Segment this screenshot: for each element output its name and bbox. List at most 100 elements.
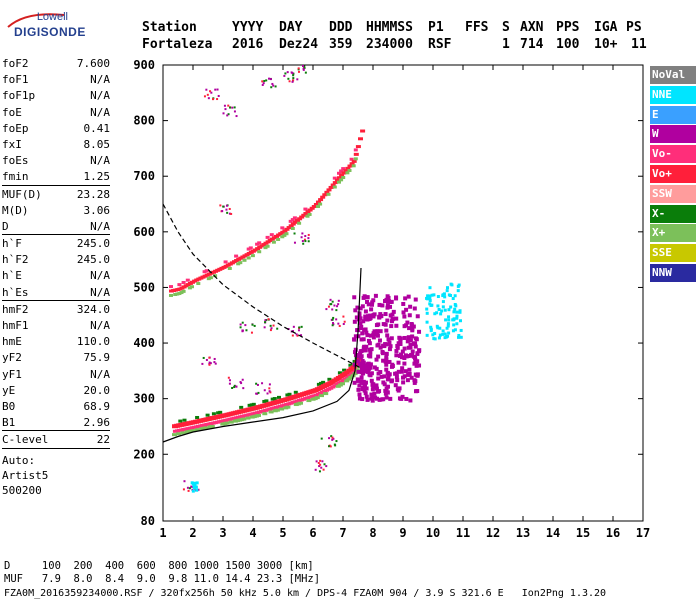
- second-hop-point: [326, 188, 332, 192]
- w-cluster-point: [358, 306, 363, 311]
- w-cluster-point: [363, 391, 368, 396]
- sporadic-point: [334, 444, 337, 447]
- second-hop-point: [169, 285, 173, 289]
- second-hop-point: [280, 226, 285, 230]
- w-cluster-point: [410, 349, 415, 354]
- second-hop-point: [263, 246, 268, 250]
- nne-cluster-point: [457, 333, 461, 337]
- sporadic-point: [223, 104, 226, 107]
- sporadic-point: [291, 72, 294, 75]
- sporadic-point: [274, 85, 277, 88]
- second-hop-point: [246, 247, 251, 251]
- w-cluster-point: [388, 304, 393, 309]
- w-cluster-point: [415, 314, 420, 319]
- second-hop-point: [337, 176, 342, 180]
- w-cluster-point: [409, 352, 414, 357]
- w-cluster-point: [370, 382, 375, 387]
- w-cluster-point: [353, 347, 358, 352]
- w-cluster-point: [401, 375, 406, 380]
- w-cluster-point: [363, 380, 368, 385]
- w-cluster-point: [361, 367, 366, 372]
- param-row: foF1p N/A: [2, 87, 110, 103]
- sporadic-point: [268, 383, 271, 386]
- param-label: foF1: [2, 73, 29, 87]
- sporadic-point: [286, 71, 289, 74]
- second-hop-point: [288, 224, 294, 228]
- x-tick-label: 2: [189, 526, 196, 540]
- trace-point-x: [176, 432, 182, 436]
- trace-point-x: [348, 363, 353, 367]
- sporadic-point: [233, 106, 236, 109]
- w-cluster-point: [378, 312, 383, 317]
- param-value: N/A: [90, 269, 110, 283]
- sporadic-point: [213, 361, 216, 364]
- sporadic-point: [245, 329, 248, 332]
- auto-artist: Artist5: [2, 468, 49, 482]
- second-hop-point: [349, 162, 355, 166]
- param-label: foF1p: [2, 89, 36, 103]
- sporadic-point: [269, 324, 272, 327]
- x-tick-label: 15: [576, 526, 590, 540]
- sporadic-point: [296, 334, 299, 337]
- param-label: fxI: [2, 137, 22, 151]
- second-hop-point: [353, 157, 358, 161]
- w-cluster-point: [394, 323, 399, 328]
- second-hop-point: [190, 285, 194, 289]
- w-cluster-point: [385, 333, 390, 338]
- sporadic-point: [187, 489, 190, 492]
- w-cluster-point: [380, 351, 385, 356]
- second-hop-point: [351, 159, 357, 163]
- nne-cluster-point: [433, 331, 437, 335]
- nne-cluster-point: [428, 286, 432, 290]
- second-hop-point: [286, 226, 292, 230]
- second-hop-point: [290, 226, 295, 230]
- trace-point-x: [178, 419, 183, 423]
- second-hop-point: [351, 164, 356, 168]
- legend-item-ssw: SSW: [650, 184, 696, 203]
- second-hop-point: [213, 274, 218, 278]
- w-cluster-point: [413, 372, 418, 377]
- divider: [2, 184, 110, 186]
- header-ddd-value: 359: [329, 37, 353, 52]
- w-cluster-point: [401, 301, 406, 306]
- w-cluster-point: [400, 366, 405, 371]
- nne-cluster-point: [456, 289, 460, 293]
- w-cluster-point: [385, 377, 390, 382]
- w-cluster-point: [364, 386, 369, 391]
- sporadic-point: [239, 381, 242, 384]
- w-cluster-point: [362, 294, 367, 299]
- param-value: N/A: [90, 219, 110, 233]
- sporadic-point: [264, 321, 267, 324]
- nne-cluster-point: [453, 302, 457, 306]
- sporadic-point: [233, 384, 236, 387]
- w-cluster-point: [355, 305, 360, 310]
- param-row: h`F2 245.0: [2, 251, 110, 267]
- footer-file-row: FZA0M_2016359234000.RSF / 320fx256h 50 k…: [4, 588, 607, 599]
- w-cluster-point: [394, 353, 399, 358]
- w-cluster-point: [378, 345, 383, 350]
- w-cluster-point: [381, 343, 386, 348]
- w-cluster-point: [369, 347, 374, 352]
- w-cluster-point: [360, 397, 365, 402]
- sporadic-point: [255, 382, 258, 385]
- sporadic-point: [336, 305, 339, 308]
- param-value: N/A: [90, 154, 110, 168]
- w-cluster-point: [399, 396, 404, 401]
- sporadic-point: [291, 80, 294, 83]
- w-cluster-point: [375, 329, 380, 334]
- w-cluster-point: [366, 363, 371, 368]
- second-hop-point: [255, 242, 260, 246]
- w-cluster-point: [366, 302, 371, 307]
- sporadic-point: [327, 305, 330, 308]
- trace-point-x: [262, 412, 268, 416]
- trace-point-x: [182, 418, 187, 422]
- param-label: MUF(D): [2, 187, 42, 201]
- w-cluster-point: [376, 389, 381, 394]
- w-cluster-point: [366, 314, 371, 319]
- param-row: B1 2.96: [2, 414, 110, 430]
- w-cluster-point: [378, 329, 383, 334]
- trace-point-x: [264, 399, 269, 403]
- second-hop-point: [347, 164, 353, 168]
- w-cluster-point: [385, 303, 390, 308]
- param-row: yE 20.0: [2, 382, 110, 398]
